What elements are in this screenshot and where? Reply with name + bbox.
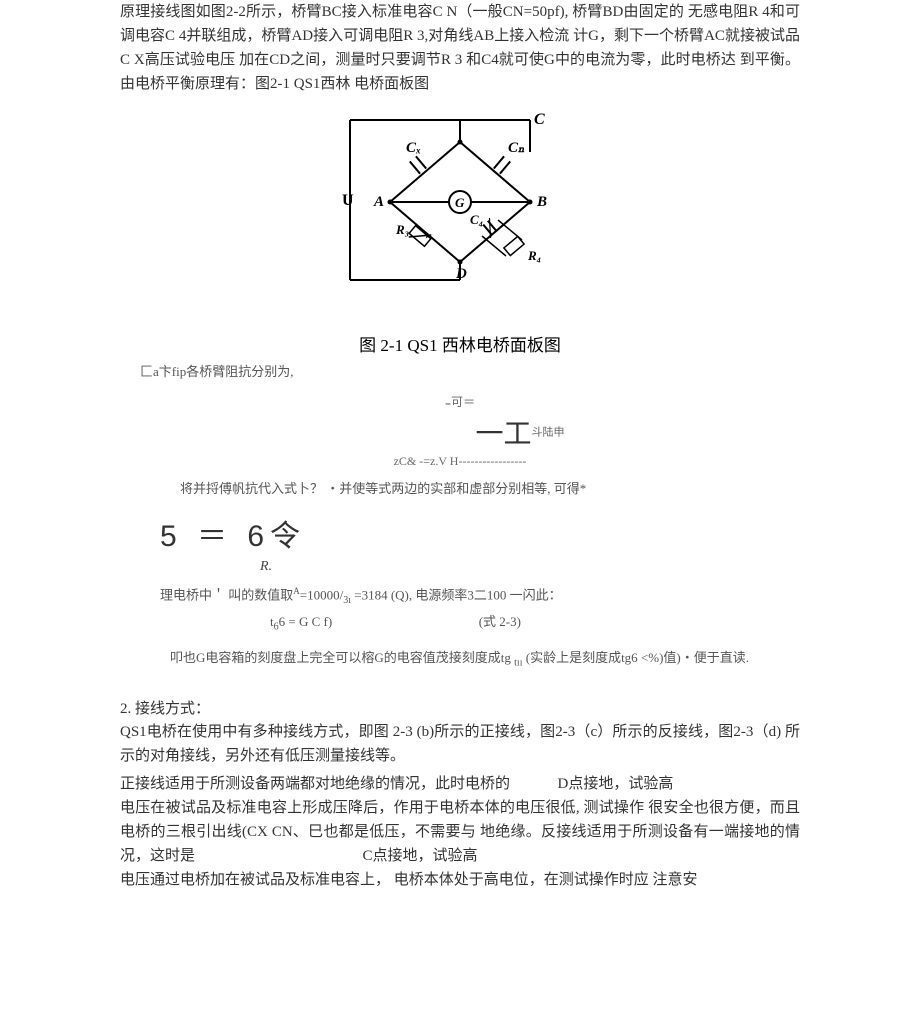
eq-small-1: ₌可＝ [120, 393, 800, 410]
eq-bar-label: 斗陆申 [532, 427, 565, 439]
impedance-line: 匚a卞fip各桥臂阻抗分别为, [140, 360, 800, 383]
eq-bar: 一工斗陆申 [120, 412, 800, 452]
sec2-p1: QS1电桥在使用中有多种接线方式，即图 2-3 (b)所示的正接线，图2-3（c… [120, 720, 800, 768]
label-C4: C₄ [470, 212, 483, 227]
substitute-line: 将并捋傅帆抗代入式卜？ ・并使等式两边的实部和虚部分别相等, 可得* [180, 477, 800, 500]
sub-3: 3ı [343, 595, 351, 606]
sec2-p2a: 正接线适用于所测设备两端都对地绝缘的情况，此时电桥的 [120, 776, 510, 792]
label-C: C [534, 111, 545, 128]
sec2-p3: 电压在被试品及标准电容上形成压降后，作用于电桥本体的电压很低, 测试操作 很安全… [120, 796, 800, 868]
numeric-line-c: =3184 (Q), 电源频率3二100 一闪此： [351, 587, 562, 602]
numeric-line-a: 理电桥中＇ 叫的数值取 [160, 587, 293, 602]
label-U: U [342, 192, 354, 209]
long-dash-glyph: 一 [475, 412, 503, 452]
numeric-line-b: =10000/ [300, 587, 343, 602]
formula-2-3-row: t66 = G C f) (式 2-3) [270, 610, 800, 637]
eq-small-2: zC& -=z.V H----------------- [120, 454, 800, 469]
sec2-p2: 正接线适用于所测设备两端都对地绝缘的情况，此时电桥的 D点接地，试验高 [120, 772, 800, 796]
label-Cx: Cₓ [406, 140, 421, 156]
label-G: G [455, 195, 465, 210]
figure-caption: 图 2-1 QS1 西林电桥面板图 [120, 331, 800, 356]
bridge-diagram: U C A B D G Cₓ Cₙ R₃ C₄ R₄ [330, 102, 590, 327]
label-R3: R₃ [395, 222, 409, 237]
scale-line-b: (实龄上是刻度成tg6 <%)值)・便于直读. [522, 650, 749, 665]
label-B: B [536, 194, 547, 210]
formula-left: t66 = G C f) [270, 614, 332, 629]
label-Cn: Cₙ [508, 140, 525, 156]
numeric-line: 理电桥中＇ 叫的数值取A=10000/3ı =3184 (Q), 电源频率3二1… [160, 583, 800, 610]
scale-line-a: 叩也G电容箱的刻度盘上完全可以榕G的电容值茂接刻度成tg [170, 650, 514, 665]
sec2-p3b: C点接地，试验高 [363, 848, 478, 864]
formula-right: (式 2-3) [479, 614, 521, 629]
figure-2-1: U C A B D G Cₓ Cₙ R₃ C₄ R₄ 图 2-1 QS1 西林电… [120, 102, 800, 356]
r-line: R. [260, 559, 800, 575]
label-R4: R₄ [527, 248, 541, 263]
label-A: A [373, 194, 384, 210]
intro-paragraph: 原理接线图如图2-2所示，桥臂BC接入标准电容C N（一般CN=50pf), 桥… [120, 0, 800, 96]
section-2-title: 2. 接线方式： [120, 697, 800, 718]
label-D: D [455, 266, 467, 282]
gong-glyph: 工 [504, 412, 532, 452]
scale-line: 叩也G电容箱的刻度盘上完全可以榕G的电容值茂接刻度成tg tıı (实龄上是刻度… [170, 646, 800, 673]
sec2-p2b: D点接地，试验高 [558, 776, 674, 792]
big-equation: 5 ＝ 6令 [160, 511, 800, 555]
sec2-p4: 电压通过电桥加在被试品及标准电容上， 电桥本体处于高电位，在测试操作时应 注意安 [120, 868, 800, 892]
